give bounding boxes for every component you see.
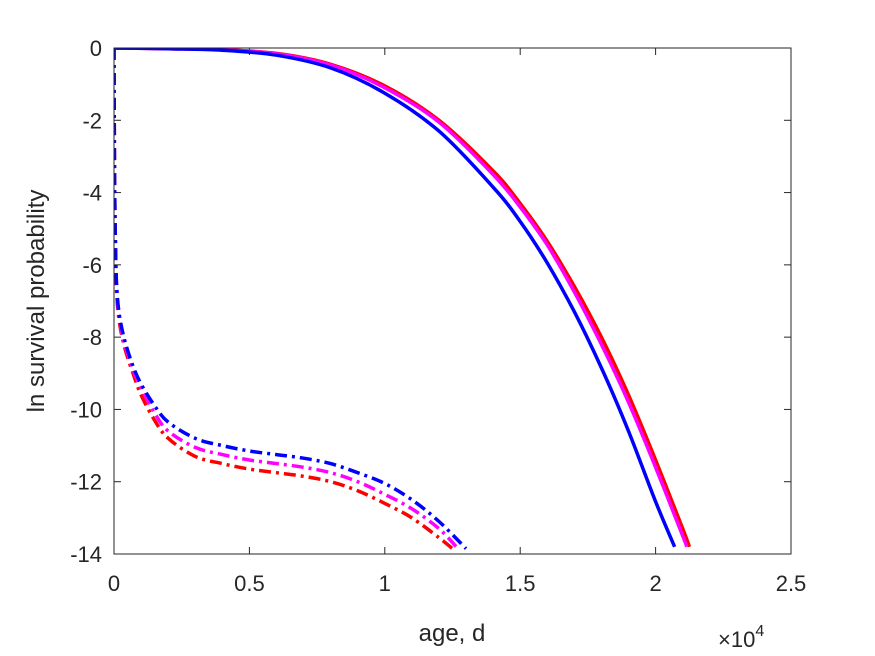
plot-frame: [113, 47, 792, 555]
x-tick-label: 2: [649, 571, 661, 596]
x-multiplier-base: ×10: [718, 627, 755, 652]
y-axis-label: ln survival probability: [23, 190, 50, 413]
y-tick-label: -14: [70, 542, 102, 567]
y-tick-label: 0: [90, 36, 102, 61]
x-tick-label: 1: [379, 571, 391, 596]
series-line-4: [114, 48, 454, 550]
y-tick-label: -4: [82, 181, 102, 206]
x-tick-label: 0: [108, 571, 120, 596]
x-tick-label: 0.5: [234, 571, 265, 596]
x-axis-label: age, d: [419, 620, 486, 647]
y-tick-label: -10: [70, 397, 102, 422]
y-tick-label: -2: [82, 108, 102, 133]
y-axis-ticks: 0 -2 -4 -6 -8 -10 -12 -14: [70, 36, 791, 567]
y-tick-label: -6: [82, 253, 102, 278]
y-tick-label: -12: [70, 470, 102, 495]
series-layer: [114, 48, 692, 550]
x-axis-multiplier: ×104: [718, 623, 764, 652]
x-multiplier-exponent: 4: [755, 623, 764, 640]
series-line-5: [114, 48, 460, 550]
y-tick-label: -8: [82, 325, 102, 350]
plot-area: [114, 48, 791, 554]
series-line-6: [114, 48, 468, 550]
series-line-3: [114, 48, 677, 548]
x-tick-label: 1.5: [505, 571, 536, 596]
x-tick-label: 2.5: [776, 571, 807, 596]
